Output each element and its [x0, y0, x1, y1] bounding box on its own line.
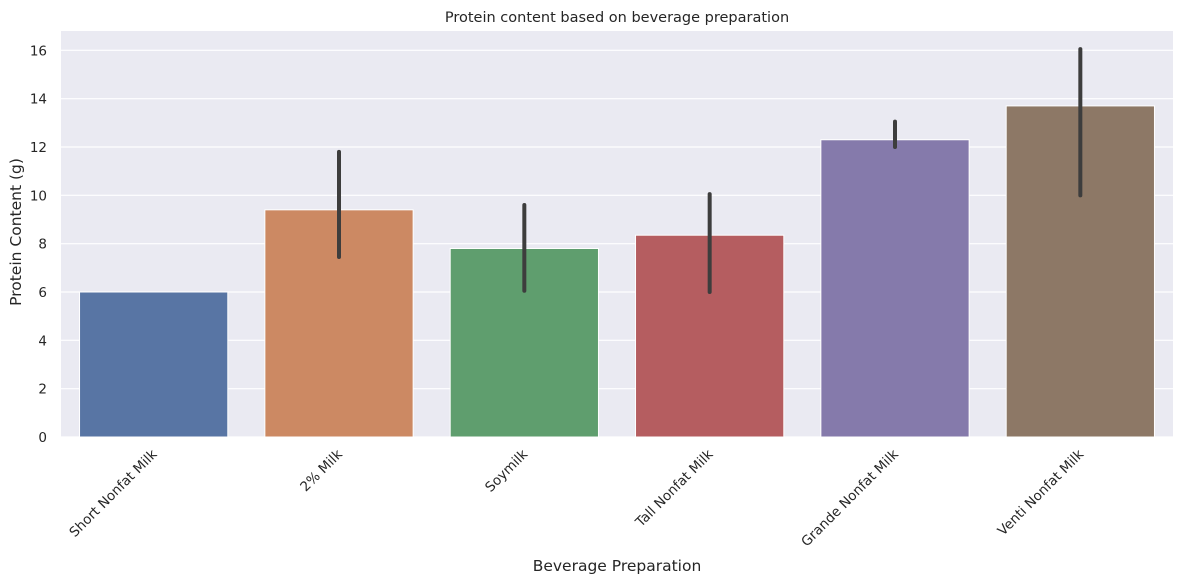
grid-lines	[61, 49, 1173, 438]
bar	[79, 291, 229, 438]
y-tick-label: 0	[38, 430, 47, 446]
bar	[820, 139, 970, 438]
y-tick-label: 8	[38, 237, 47, 253]
y-tick-label: 12	[30, 140, 47, 156]
y-tick-label: 4	[38, 333, 47, 349]
x-tick-label: Tall Nonfat Milk	[632, 446, 717, 531]
y-tick-labels: 0 2 4 6 8 10 12 14 16	[30, 43, 47, 446]
x-axis-label: Beverage Preparation	[533, 557, 702, 575]
chart-title: Protein content based on beverage prepar…	[445, 10, 789, 26]
y-tick-label: 6	[38, 285, 47, 301]
x-tick-label: Soymilk	[482, 446, 531, 495]
y-tick-label: 14	[30, 92, 47, 108]
x-tick-labels: Short Nonfat Milk 2% Milk Soymilk Tall Nonf…	[66, 446, 1087, 550]
y-tick-label: 16	[30, 43, 47, 59]
x-tick-label: Venti Nonfat Milk	[995, 446, 1088, 539]
y-tick-label: 10	[30, 188, 47, 204]
error-bars	[337, 47, 1083, 294]
y-tick-label: 2	[38, 382, 47, 398]
x-tick-label: Short Nonfat Milk	[66, 446, 160, 540]
x-tick-label: 2% Milk	[297, 446, 346, 495]
x-tick-label: Grande Nonfat Milk	[798, 446, 902, 550]
y-axis-label: Protein Content (g)	[7, 158, 25, 306]
